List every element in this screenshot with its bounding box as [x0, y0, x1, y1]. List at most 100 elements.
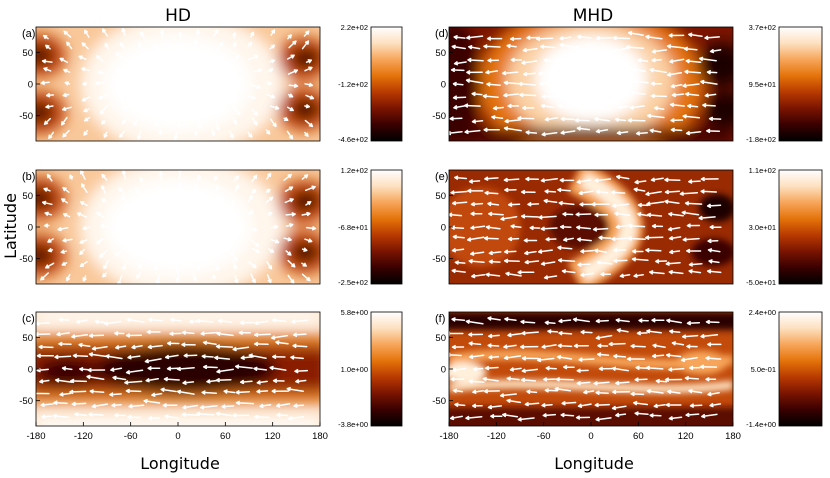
wind-arrow [706, 269, 722, 274]
wind-arrow [124, 380, 143, 385]
wind-arrow [228, 211, 238, 217]
wind-arrow [248, 353, 267, 359]
wind-arrow [155, 274, 160, 285]
wind-arrow [211, 128, 216, 137]
panel-label: (f) [435, 313, 445, 325]
wind-arrow [251, 84, 261, 89]
wind-arrow [646, 201, 665, 206]
heatmap-field [449, 312, 733, 426]
wind-arrow [709, 224, 722, 230]
wind-arrow [560, 116, 575, 122]
colorbar-tick-label: 5.0e-01 [751, 365, 776, 374]
wind-arrow [45, 262, 55, 269]
wind-arrow [704, 35, 720, 40]
y-tick-label: 50 [435, 333, 446, 344]
colorbar [778, 169, 823, 285]
wind-arrow [265, 188, 271, 193]
wind-arrow [252, 68, 263, 73]
wind-arrow [540, 261, 556, 266]
wind-arrow [519, 92, 537, 98]
wind-arrow [117, 237, 125, 244]
wind-arrow [196, 411, 215, 417]
wind-arrow [96, 211, 105, 218]
wind-arrow [707, 238, 719, 244]
wind-arrow [615, 224, 631, 229]
wind-arrow [681, 210, 700, 216]
wind-arrow [665, 353, 682, 358]
y-tick-label: 0 [441, 223, 446, 234]
wind-arrow [595, 417, 612, 422]
wind-arrow [684, 376, 700, 381]
wind-arrow [485, 70, 499, 75]
wind-arrow [634, 179, 647, 185]
wind-arrow [503, 177, 520, 183]
wind-arrow [541, 344, 557, 349]
wind-arrow [451, 201, 468, 206]
wind-arrow [175, 272, 180, 283]
wind-arrow [253, 341, 269, 347]
y-tick-label: 0 [441, 365, 446, 376]
column-title-mhd: MHD [573, 6, 614, 26]
wind-arrow [183, 353, 198, 358]
wind-arrow [292, 343, 308, 349]
wind-arrow [79, 248, 86, 256]
wind-arrow [82, 225, 91, 231]
wind-arrow [486, 82, 501, 87]
wind-arrow [487, 201, 500, 207]
wind-arrow [272, 378, 285, 383]
wind-arrow [467, 188, 484, 194]
wind-arrow [287, 416, 305, 421]
wind-arrow [159, 62, 164, 72]
wind-arrow [266, 261, 273, 270]
wind-arrow [450, 376, 465, 382]
wind-arrow [545, 366, 557, 371]
wind-arrow [61, 198, 68, 204]
wind-arrow [181, 412, 199, 417]
panel-f: (f) 50 0 -50 -180 -120 -60 0 60 120 180 2.4e+00 5.0e… [432, 308, 823, 442]
wind-arrow [173, 106, 178, 113]
wind-arrow [557, 343, 573, 348]
wind-arrow [670, 83, 683, 89]
wind-arrow [485, 225, 501, 230]
wind-arrow [250, 31, 255, 38]
wind-arrow [613, 354, 627, 359]
wind-arrow [288, 83, 299, 88]
wind-arrow [490, 414, 503, 419]
wind-arrow [59, 392, 72, 397]
wind-arrow [176, 117, 181, 129]
wind-arrow [43, 223, 50, 228]
wind-arrow [178, 31, 183, 40]
wind-arrow [544, 320, 556, 325]
panel-b: (b) 50 0 -50 1.2e+02 -6.8e+01 -2.5e+02 [19, 166, 403, 287]
wind-arrow [88, 352, 107, 358]
wind-arrow [614, 91, 631, 96]
wind-arrow [287, 69, 299, 75]
wind-arrow [504, 187, 517, 193]
wind-arrow [94, 319, 107, 324]
wind-arrow [664, 189, 681, 195]
wind-arrow [232, 117, 238, 125]
wind-arrow [610, 67, 629, 72]
wind-arrow [466, 35, 484, 40]
wind-arrow [619, 273, 631, 278]
wind-arrow [688, 269, 702, 274]
wind-arrow [524, 401, 540, 407]
wind-arrow [305, 226, 317, 231]
wind-arrow [292, 332, 307, 337]
wind-arrow [252, 248, 260, 253]
colorbar [370, 26, 403, 142]
x-tick-label: 0 [175, 431, 180, 442]
wind-arrow [45, 104, 54, 109]
wind-arrow [575, 59, 593, 64]
wind-arrow [557, 103, 575, 109]
wind-arrow [101, 120, 106, 125]
wind-arrow [610, 47, 628, 54]
wind-arrow [215, 119, 221, 131]
wind-arrow [164, 414, 179, 419]
wind-arrow [275, 340, 289, 345]
wind-arrow [450, 67, 465, 73]
wind-arrow [99, 105, 108, 115]
wind-arrow [666, 44, 685, 49]
wind-arrow [99, 250, 108, 258]
x-tick-label: -120 [487, 431, 506, 442]
